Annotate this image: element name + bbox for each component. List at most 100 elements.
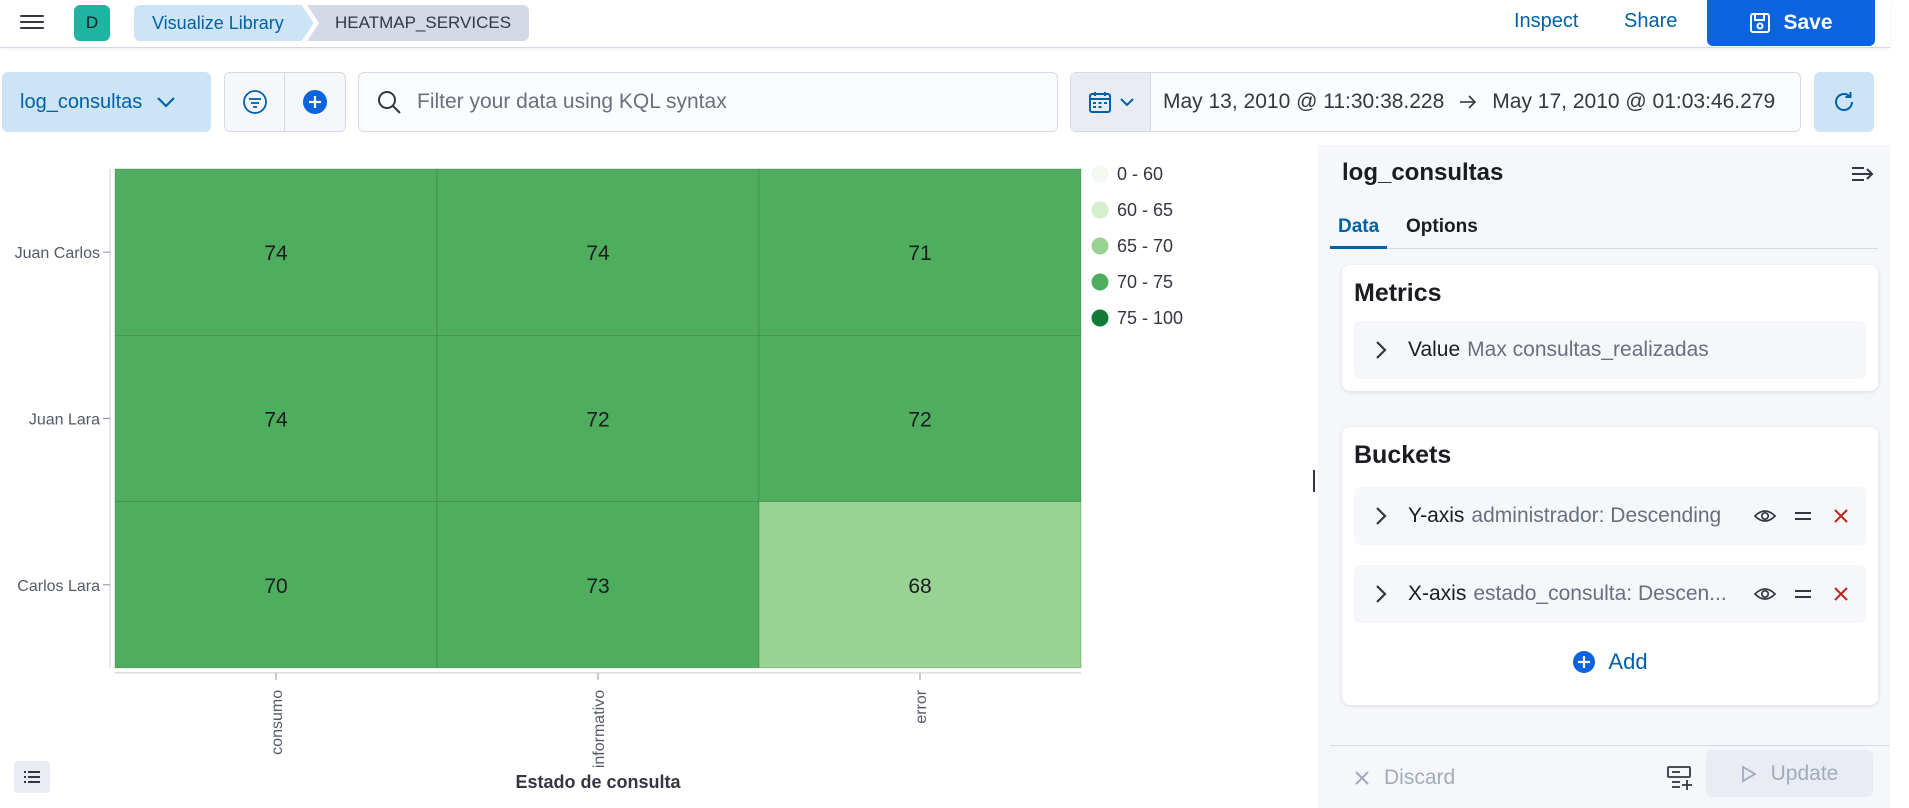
buckets-panel: Buckets Y-axis administrador: Descending…: [1342, 427, 1878, 705]
legend-swatch: [1092, 238, 1109, 255]
top-header: D Visualize Library HEATMAP_SERVICES Ins…: [0, 0, 1890, 48]
bucket-agg-desc: administrador: Descending: [1471, 504, 1721, 528]
add-filter-button[interactable]: [285, 73, 345, 131]
legend-label: 0 - 60: [1117, 164, 1163, 184]
legend-label: 65 - 70: [1117, 236, 1173, 256]
sidebar-title: log_consultas: [1342, 159, 1503, 187]
legend-swatch: [1092, 166, 1109, 183]
refresh-icon: [1832, 90, 1856, 114]
eye-icon[interactable]: [1754, 583, 1776, 605]
plus-circle-icon: [1572, 650, 1596, 674]
calendar-icon: [1088, 90, 1112, 114]
collapse-sidebar-icon[interactable]: [1850, 163, 1874, 185]
arrow-right-icon: [1458, 94, 1478, 110]
metric-agg-desc: Max consultas_realizadas: [1467, 338, 1709, 362]
save-icon: [1749, 12, 1771, 34]
legend-toggle-button[interactable]: [14, 761, 50, 793]
cell-value-label: 74: [264, 408, 288, 431]
inspect-link[interactable]: Inspect: [1514, 10, 1578, 33]
filter-icon: [242, 89, 268, 115]
start-date[interactable]: May 13, 2010 @ 11:30:38.228: [1163, 90, 1444, 114]
tab-options[interactable]: Options: [1398, 205, 1486, 249]
update-button[interactable]: Update: [1706, 750, 1873, 797]
chevron-right-icon: [1370, 505, 1392, 527]
bucket-agg-row-y-axis[interactable]: Y-axis administrador: Descending: [1354, 487, 1866, 545]
hamburger-menu-icon[interactable]: [20, 11, 44, 35]
save-label: Save: [1783, 11, 1832, 35]
chevron-right-icon: [1370, 339, 1392, 361]
breadcrumb-visualize-library[interactable]: Visualize Library: [134, 5, 314, 41]
y-tick-label: Carlos Lara: [17, 578, 100, 595]
bucket-actions: [1754, 505, 1852, 527]
list-icon: [23, 769, 41, 785]
x-axis-title: Estado de consulta: [515, 772, 681, 792]
end-date[interactable]: May 17, 2010 @ 01:03:46.279: [1492, 90, 1775, 114]
search-bar: [358, 72, 1058, 132]
legend-swatch: [1092, 202, 1109, 219]
cell-value-label: 74: [586, 242, 610, 265]
bucket-actions: [1754, 583, 1852, 605]
legend-label: 70 - 75: [1117, 272, 1173, 292]
date-picker: May 13, 2010 @ 11:30:38.228 May 17, 2010…: [1070, 72, 1801, 132]
y-tick-label: Juan Carlos: [15, 245, 100, 262]
cell-value-label: 72: [908, 408, 931, 431]
filter-controls: [224, 72, 346, 132]
index-pattern-selector[interactable]: log_consultas: [2, 72, 211, 132]
cell-value-label: 71: [908, 242, 931, 265]
discard-button[interactable]: Discard: [1354, 766, 1455, 790]
chevron-down-icon: [1120, 97, 1134, 107]
x-tick-label: informativo: [591, 690, 608, 768]
legend-label: 75 - 100: [1117, 308, 1183, 328]
legend-swatch: [1092, 310, 1109, 327]
save-button[interactable]: Save: [1707, 0, 1875, 46]
kql-search-input[interactable]: [417, 90, 1037, 114]
remove-icon[interactable]: [1830, 505, 1852, 527]
share-link[interactable]: Share: [1624, 10, 1677, 33]
index-pattern-label: log_consultas: [20, 91, 142, 114]
plus-circle-icon: [302, 89, 328, 115]
play-icon: [1741, 765, 1757, 783]
close-icon: [1354, 770, 1370, 786]
cell-value-label: 68: [908, 575, 931, 598]
bucket-agg-desc: estado_consulta: Descen...: [1473, 582, 1726, 606]
heatmap-chart: 74 74 71 74 72 72 70 73 68 Juan Carlos Juan Lara Ca…: [0, 145, 1318, 808]
buckets-title: Buckets: [1354, 441, 1451, 470]
x-tick-label: error: [913, 689, 930, 723]
legend-label: 60 - 65: [1117, 200, 1173, 220]
auto-apply-icon[interactable]: [1666, 764, 1694, 792]
cell-value-label: 74: [264, 242, 288, 265]
remove-icon[interactable]: [1830, 583, 1852, 605]
update-label: Update: [1771, 762, 1839, 786]
quick-select-button[interactable]: [1071, 73, 1151, 131]
search-icon: [375, 88, 403, 116]
space-avatar[interactable]: D: [74, 5, 110, 41]
discard-label: Discard: [1384, 766, 1455, 790]
drag-handle-icon[interactable]: [1792, 583, 1814, 605]
refresh-button[interactable]: [1814, 72, 1874, 132]
chevron-down-icon: [156, 96, 176, 108]
y-tick-label: Juan Lara: [29, 411, 100, 428]
cell-value-label: 73: [586, 575, 609, 598]
metrics-panel: Metrics Value Max consultas_realizadas: [1342, 265, 1878, 391]
editor-sidebar: log_consultas Data Options Metrics Value…: [1318, 145, 1890, 808]
cell-value-label: 70: [264, 575, 287, 598]
add-label: Add: [1608, 649, 1647, 675]
heatmap-svg: 74 74 71 74 72 72 70 73 68 Juan Carlos Juan Lara Ca…: [0, 145, 1318, 808]
chevron-right-icon: [1370, 583, 1392, 605]
legend-swatch: [1092, 274, 1109, 291]
eye-icon[interactable]: [1754, 505, 1776, 527]
breadcrumb-current-visualization: HEATMAP_SERVICES: [307, 5, 529, 41]
drag-handle-icon[interactable]: [1792, 505, 1814, 527]
sidebar-tabs: Data Options: [1330, 205, 1878, 249]
sidebar-footer: Discard Update: [1330, 745, 1890, 808]
metric-agg-type: Value: [1408, 338, 1460, 362]
metric-agg-row[interactable]: Value Max consultas_realizadas: [1354, 321, 1866, 379]
x-tick-label: consumo: [269, 690, 286, 755]
bucket-agg-row-x-axis[interactable]: X-axis estado_consulta: Descen...: [1354, 565, 1866, 623]
tab-data[interactable]: Data: [1330, 205, 1387, 249]
add-bucket-button[interactable]: Add: [1342, 649, 1878, 675]
bucket-agg-type: X-axis: [1408, 582, 1466, 606]
bucket-agg-type: Y-axis: [1408, 504, 1464, 528]
filter-menu-button[interactable]: [225, 73, 285, 131]
cell-value-label: 72: [586, 408, 609, 431]
